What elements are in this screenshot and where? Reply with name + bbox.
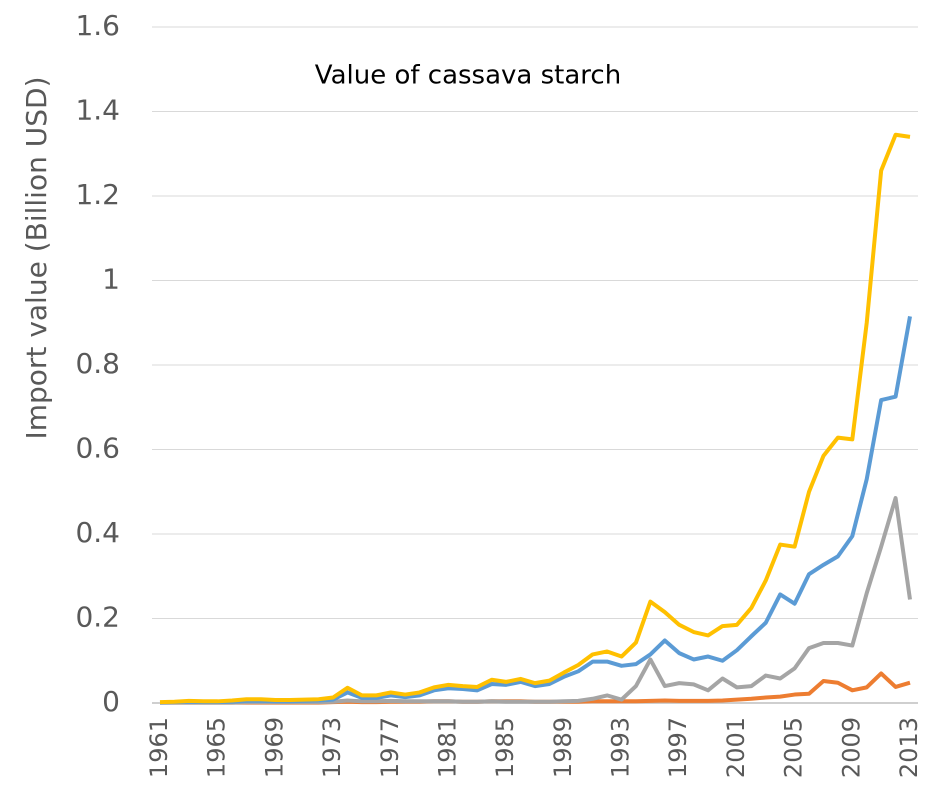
y-tick-label: 1.2 bbox=[75, 178, 120, 211]
chart-title: Value of cassava starch bbox=[315, 61, 621, 91]
y-tick-label: 0.2 bbox=[75, 601, 120, 634]
x-tick-label: 1993 bbox=[607, 717, 635, 778]
y-tick-label: 0.8 bbox=[75, 347, 120, 380]
x-tick-label: 1965 bbox=[203, 717, 231, 778]
y-tick-label: 1.4 bbox=[75, 94, 120, 127]
x-tick-label: 1989 bbox=[549, 717, 577, 778]
x-tick-label: 1973 bbox=[318, 717, 346, 778]
y-tick-label: 0 bbox=[102, 685, 120, 718]
x-tick-label: 2013 bbox=[895, 717, 923, 778]
y-axis-label: Import value (Billion USD) bbox=[20, 77, 53, 440]
x-tick-label: 1969 bbox=[260, 717, 288, 778]
x-tick-label: 1981 bbox=[433, 717, 461, 778]
x-tick-label: 1997 bbox=[664, 717, 692, 778]
x-tick-label: 2001 bbox=[722, 717, 750, 778]
x-tick-label: 1985 bbox=[491, 717, 519, 778]
x-tick-label: 1961 bbox=[145, 717, 173, 778]
y-tick-label: 1.6 bbox=[75, 9, 120, 42]
x-tick-label: 2005 bbox=[780, 717, 808, 778]
x-tick-label: 2009 bbox=[837, 717, 865, 778]
y-tick-label: 0.4 bbox=[75, 516, 120, 549]
series-line bbox=[159, 132, 911, 705]
y-tick-label: 1 bbox=[102, 263, 120, 296]
series-line bbox=[159, 316, 912, 705]
x-tick-label: 1977 bbox=[376, 717, 404, 778]
y-tick-label: 0.6 bbox=[75, 432, 120, 465]
